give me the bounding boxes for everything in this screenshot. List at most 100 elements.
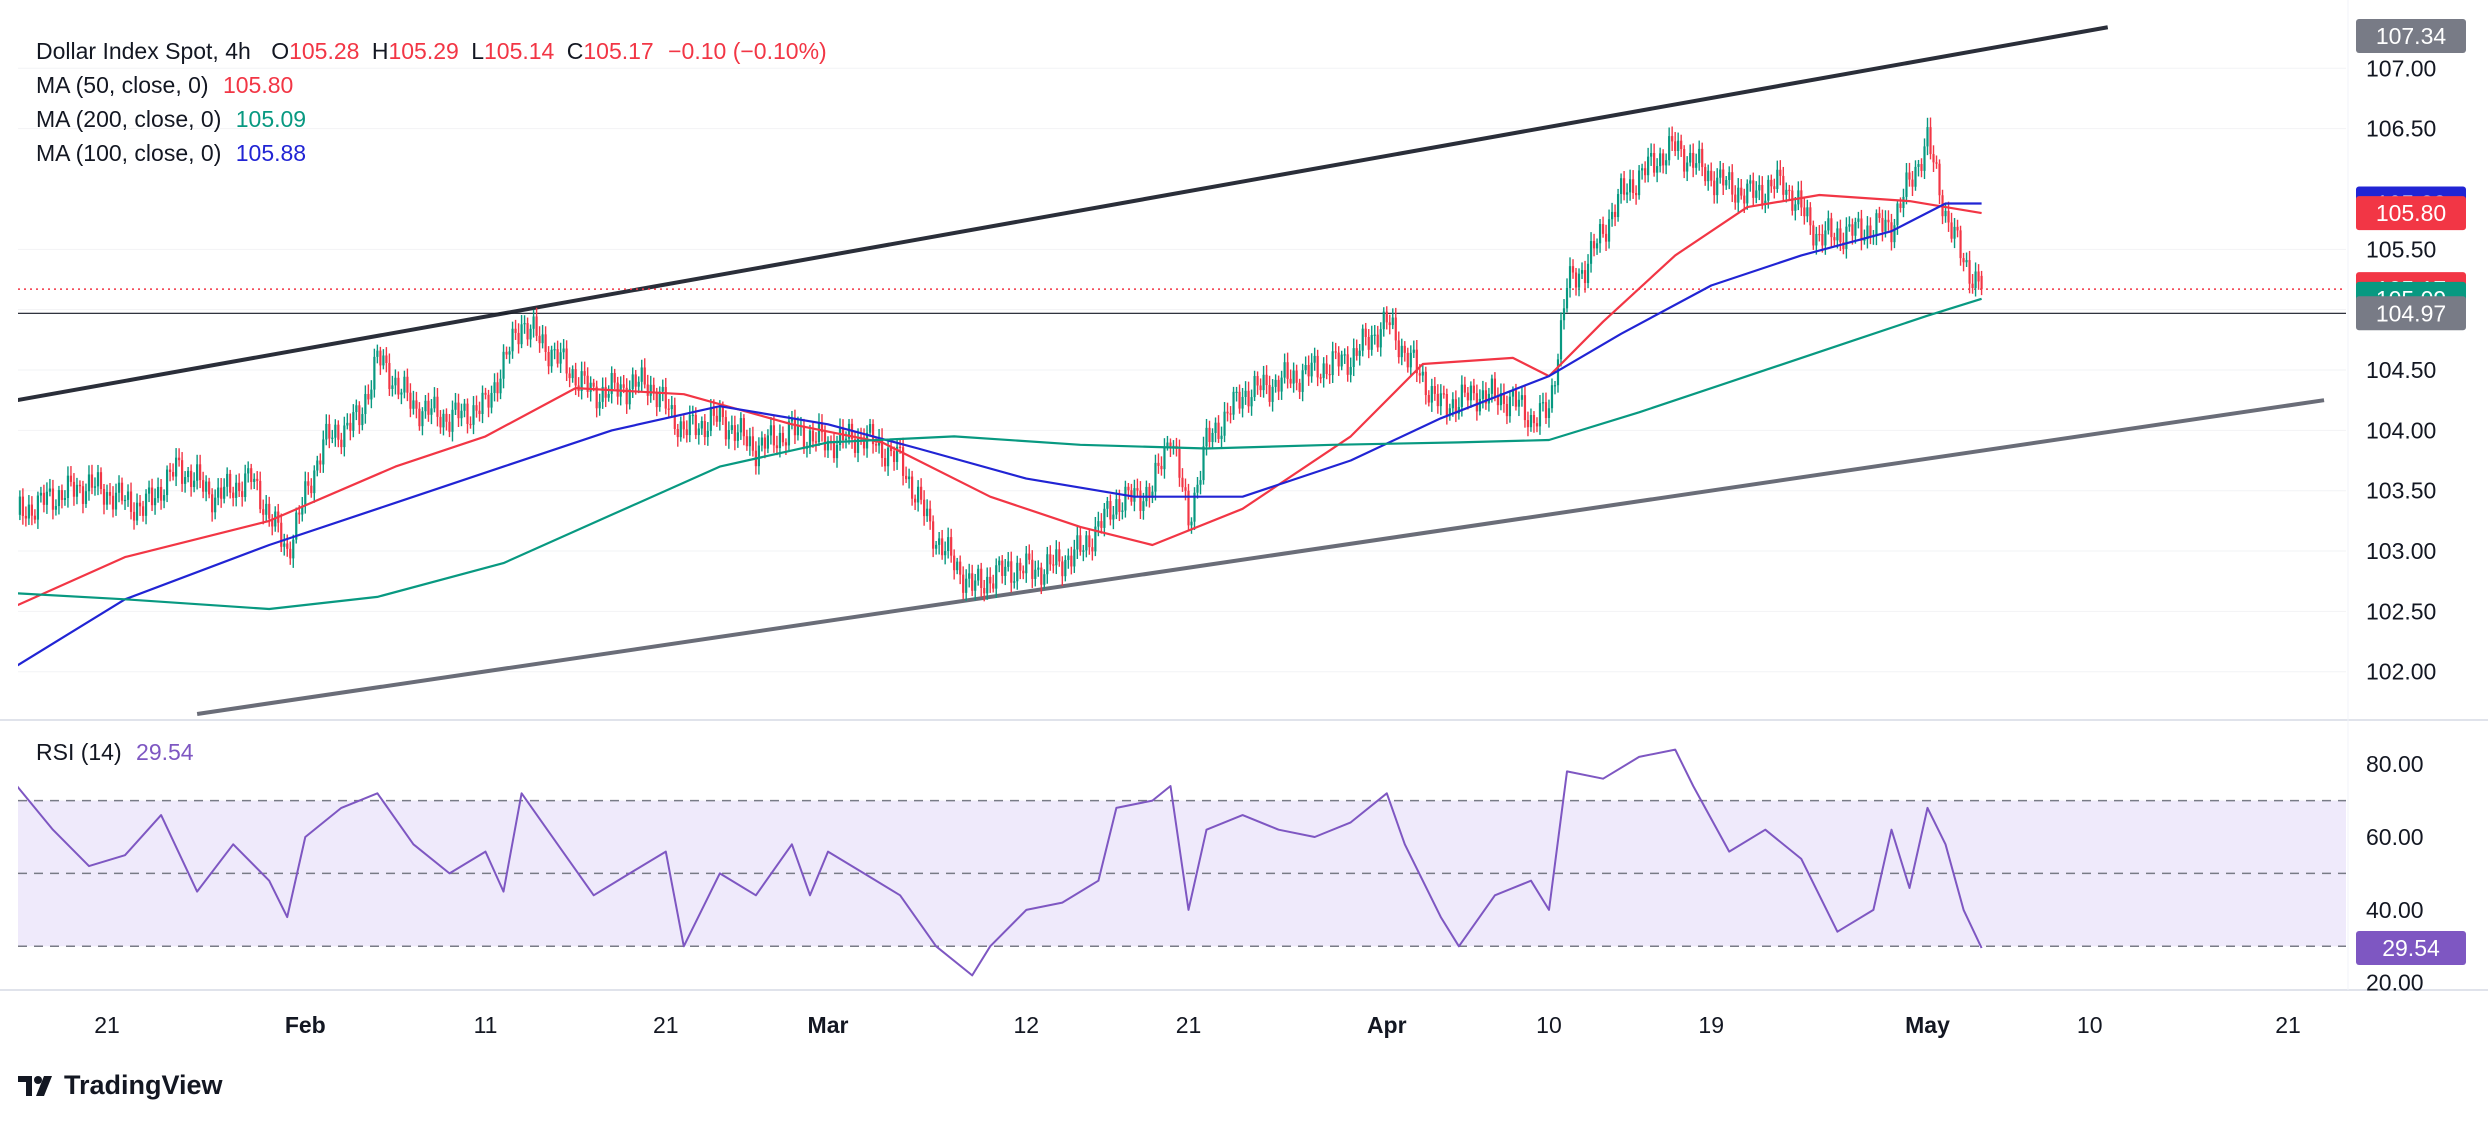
candle-body	[1310, 362, 1313, 377]
candle-body	[523, 323, 526, 325]
candle-body	[1022, 570, 1025, 574]
candle-body	[911, 476, 914, 499]
candle-body	[343, 425, 346, 448]
candle-body	[787, 421, 791, 446]
candle-body	[1577, 273, 1581, 288]
candle-body	[1250, 397, 1253, 407]
candle-body	[868, 424, 872, 433]
candle-body	[1785, 189, 1788, 195]
candle-body	[472, 405, 475, 425]
candle-body	[862, 437, 866, 449]
candle-body	[1511, 390, 1515, 397]
candle-body	[223, 486, 226, 499]
candle-body	[532, 316, 535, 329]
candle-body	[1529, 415, 1533, 428]
candle-body	[817, 422, 821, 443]
candle-body	[1061, 561, 1064, 577]
candle-body	[1316, 355, 1319, 378]
candle-body	[196, 464, 199, 481]
candle-body	[1755, 190, 1758, 198]
candle-body	[739, 418, 742, 433]
candle-body	[1262, 374, 1265, 391]
candle-body	[214, 497, 217, 513]
candle-body	[1713, 180, 1716, 196]
candle-body	[1463, 384, 1466, 393]
candle-body	[550, 349, 553, 367]
candle-body	[1523, 395, 1527, 421]
candle-body	[1385, 311, 1388, 323]
candle-body	[1049, 554, 1052, 565]
candle-body	[1280, 377, 1283, 392]
candle-body	[262, 509, 265, 515]
candle-body	[640, 367, 643, 382]
candle-body	[652, 384, 655, 393]
candle-body	[1400, 345, 1403, 358]
legend-c-value: 105.17	[583, 38, 654, 64]
time-tick-label: 21	[653, 1012, 679, 1038]
legend-o-label: O	[271, 38, 290, 64]
candle-body	[1193, 492, 1196, 522]
time-tick-label: 12	[1013, 1012, 1039, 1038]
candle-body	[998, 560, 1001, 566]
candle-body	[39, 492, 43, 496]
candle-body	[418, 408, 421, 427]
candle-body	[1568, 266, 1572, 288]
candle-body	[721, 405, 724, 418]
candle-body	[742, 418, 745, 437]
candle-body	[373, 356, 376, 390]
candle-body	[1821, 234, 1824, 246]
candle-body	[838, 428, 842, 446]
candle-body	[319, 460, 322, 465]
candle-body	[478, 410, 481, 415]
candle-body	[99, 472, 103, 490]
candle-body	[1827, 218, 1830, 231]
candle-body	[190, 470, 193, 488]
candle-body	[129, 491, 133, 512]
candle-body	[436, 396, 439, 417]
candle-body	[123, 499, 127, 502]
candle-body	[880, 437, 884, 458]
candle-body	[184, 477, 187, 484]
legend-ma200-value: 105.09	[235, 106, 307, 132]
candle-body	[1659, 153, 1662, 167]
candle-body	[117, 482, 121, 493]
candle-body	[1109, 501, 1112, 520]
candle-body	[1301, 370, 1304, 392]
candle-body	[580, 371, 583, 391]
candle-body	[1184, 487, 1187, 491]
candle-body	[938, 538, 941, 545]
candle-body	[54, 506, 58, 510]
candle-body	[1656, 166, 1659, 173]
candle-body	[697, 428, 700, 436]
candle-body	[757, 445, 760, 467]
candle-body	[658, 391, 661, 408]
time-tick-label: 11	[474, 1012, 498, 1038]
candle-body	[694, 414, 697, 436]
candle-body	[1478, 398, 1481, 412]
candle-body	[1836, 228, 1839, 241]
candle-body	[238, 482, 241, 492]
candle-body	[1622, 178, 1626, 195]
candle-body	[1100, 521, 1103, 528]
candle-body	[1388, 322, 1391, 326]
legend-ma100-value: 105.88	[235, 140, 307, 166]
legend-l-label: L	[471, 38, 484, 64]
candle-body	[514, 328, 517, 333]
candle-body	[1896, 203, 1899, 226]
candle-body	[1971, 283, 1974, 289]
brand-label: TradingView	[64, 1070, 223, 1100]
candle-body	[220, 487, 223, 499]
candle-body	[1277, 379, 1280, 392]
candle-body	[367, 393, 370, 400]
candle-body	[1205, 427, 1208, 447]
candle-body	[917, 486, 920, 503]
candle-body	[1166, 442, 1169, 447]
candle-body	[358, 405, 361, 426]
time-tick-label: 10	[1536, 1012, 1562, 1038]
candle-body	[661, 387, 664, 392]
candle-body	[382, 355, 385, 366]
candle-body	[604, 386, 607, 398]
tradingview-brand[interactable]: TradingView	[18, 1070, 223, 1101]
candle-body	[406, 376, 409, 393]
candle-body	[1121, 510, 1124, 512]
